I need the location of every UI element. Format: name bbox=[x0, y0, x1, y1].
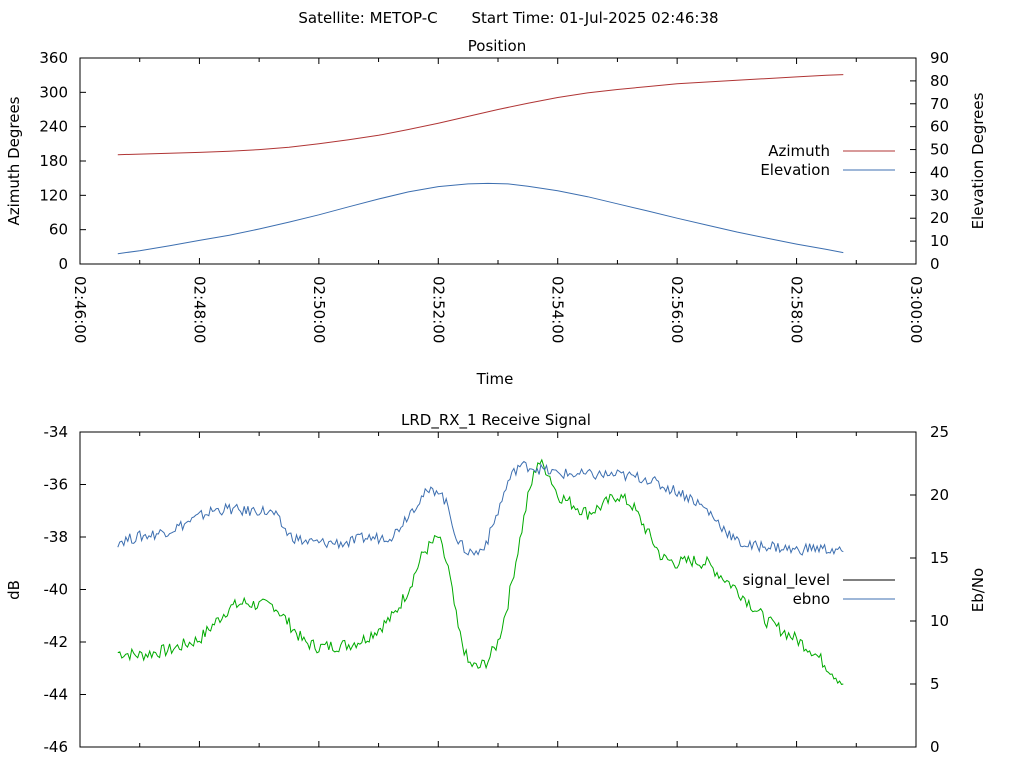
series-line-azimuth bbox=[118, 75, 844, 155]
y2-tick-label: 80 bbox=[930, 72, 949, 90]
y2-tick-label: 10 bbox=[930, 612, 949, 630]
x-tick-label: 03:00:00 bbox=[907, 276, 925, 343]
position-legend: Azimuth Elevation bbox=[760, 142, 895, 179]
y2-tick-label: 20 bbox=[930, 209, 949, 227]
signal-legend: signal_level ebno bbox=[742, 571, 895, 608]
position-series bbox=[118, 75, 844, 254]
header-satellite: Satellite: METOP-C bbox=[298, 9, 437, 27]
y2-tick-label: 25 bbox=[930, 423, 949, 441]
x-tick-label: 02:50:00 bbox=[310, 276, 328, 343]
y-tick-label: 360 bbox=[39, 49, 68, 67]
y2-tick-label: 5 bbox=[930, 675, 940, 693]
y-tick-label: 120 bbox=[39, 186, 68, 204]
chart-canvas: Satellite: METOP-C Start Time: 01-Jul-20… bbox=[0, 0, 1024, 768]
position-ylabel: Azimuth Degrees bbox=[5, 96, 23, 225]
x-tick-label: 02:54:00 bbox=[549, 276, 567, 343]
y-tick-label: -40 bbox=[44, 581, 69, 599]
series-line-elevation bbox=[118, 183, 844, 253]
legend-label-elevation: Elevation bbox=[760, 161, 830, 179]
x-tick-label: 02:52:00 bbox=[429, 276, 447, 343]
x-tick-label: 02:58:00 bbox=[788, 276, 806, 343]
signal-chart: LRD_RX_1 Receive Signal dB Eb/No -46 -44 -… bbox=[5, 411, 987, 756]
y2-tick-label: 90 bbox=[930, 49, 949, 67]
y2-tick-label: 20 bbox=[930, 486, 949, 504]
header-start-time: Start Time: 01-Jul-2025 02:46:38 bbox=[471, 9, 718, 27]
position-y2label: Elevation Degrees bbox=[969, 92, 987, 229]
legend-label-ebno: ebno bbox=[793, 590, 830, 608]
y-tick-label: -46 bbox=[44, 738, 69, 756]
legend-label-signal-level: signal_level bbox=[742, 571, 830, 590]
y2-tick-label: 15 bbox=[930, 549, 949, 567]
y-tick-label: 0 bbox=[58, 255, 68, 273]
x-tick-label: 02:46:00 bbox=[71, 276, 89, 343]
legend-label-azimuth: Azimuth bbox=[768, 142, 830, 160]
y2-tick-label: 30 bbox=[930, 186, 949, 204]
y-tick-label: 300 bbox=[39, 83, 68, 101]
y-tick-label: 60 bbox=[49, 221, 68, 239]
y2-tick-label: 10 bbox=[930, 232, 949, 250]
y-tick-label: -36 bbox=[44, 476, 69, 494]
y2-tick-label: 0 bbox=[930, 255, 940, 273]
y2-tick-label: 50 bbox=[930, 141, 949, 159]
y-tick-label: -42 bbox=[44, 633, 69, 651]
y-tick-label: 180 bbox=[39, 152, 68, 170]
y-tick-label: 240 bbox=[39, 118, 68, 136]
y2-tick-label: 70 bbox=[930, 95, 949, 113]
signal-title: LRD_RX_1 Receive Signal bbox=[401, 411, 591, 430]
position-title: Position bbox=[468, 37, 526, 55]
chart-svg: Satellite: METOP-C Start Time: 01-Jul-20… bbox=[0, 0, 1024, 768]
series-line-signal-level bbox=[118, 460, 844, 685]
position-axes: 0 60 120 180 240 300 360 0 10 20 30 40 50 60 70 80 90 02:… bbox=[39, 49, 949, 343]
position-chart: Position Azimuth Degrees Elevation Degre… bbox=[5, 37, 987, 388]
x-tick-label: 02:48:00 bbox=[190, 276, 208, 343]
series-line-ebno bbox=[118, 462, 844, 556]
signal-y2label: Eb/No bbox=[969, 568, 987, 612]
y-tick-label: -44 bbox=[44, 686, 69, 704]
x-tick-label: 02:56:00 bbox=[668, 276, 686, 343]
y2-tick-label: 60 bbox=[930, 118, 949, 136]
y-tick-label: -38 bbox=[44, 528, 69, 546]
signal-plot-frame bbox=[80, 432, 916, 747]
y-tick-label: -34 bbox=[44, 423, 69, 441]
y2-tick-label: 0 bbox=[930, 738, 940, 756]
signal-series bbox=[118, 460, 844, 685]
signal-ylabel: dB bbox=[5, 580, 23, 600]
y2-tick-label: 40 bbox=[930, 163, 949, 181]
position-xlabel: Time bbox=[476, 370, 514, 388]
